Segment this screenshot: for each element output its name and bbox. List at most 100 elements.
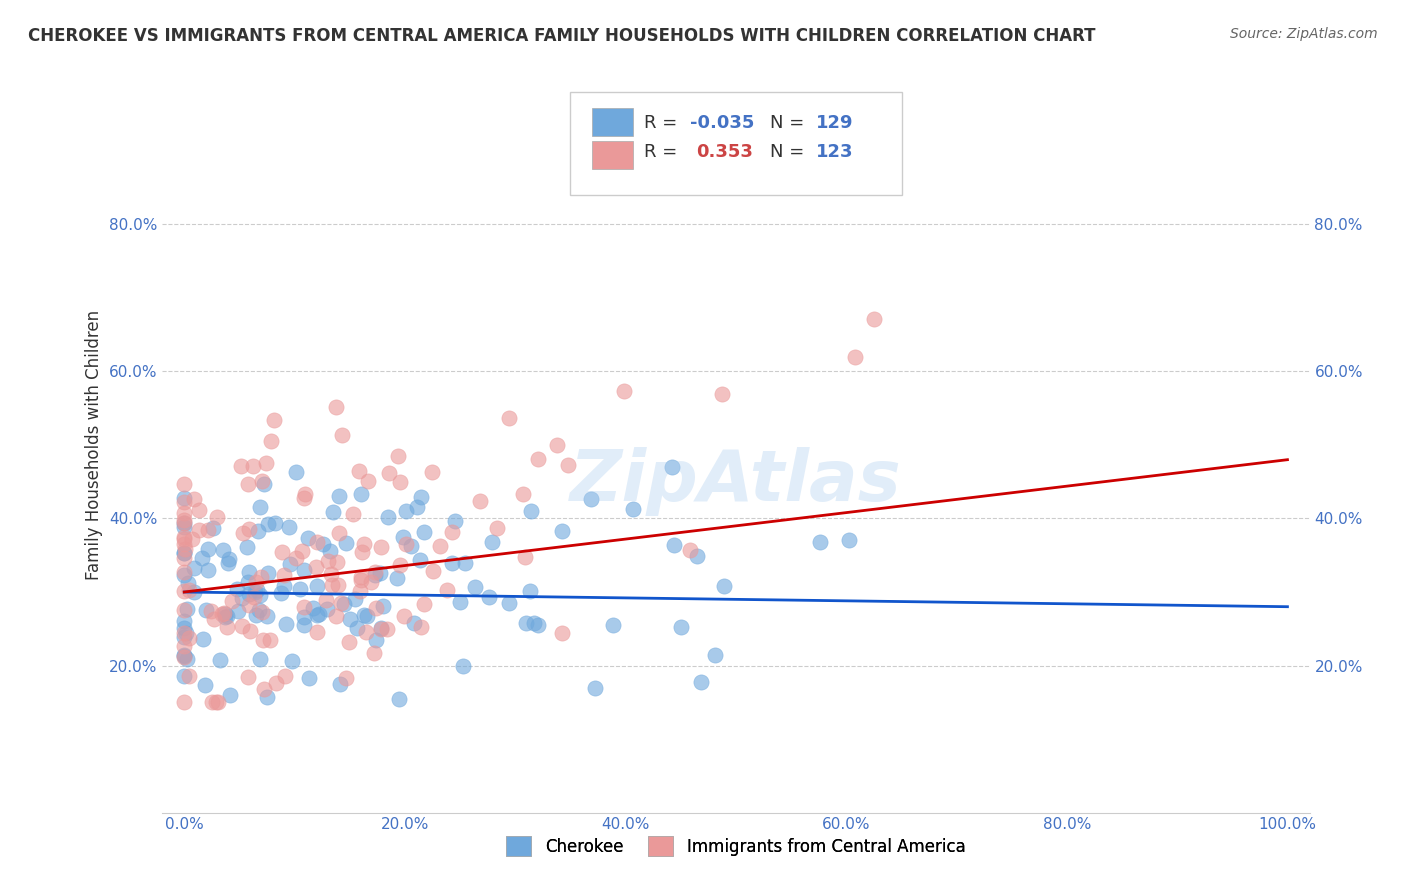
- Cherokee: [409, 553, 432, 567]
- Immigrants from Central America: [370, 541, 392, 555]
- Immigrants from Central America: [679, 543, 702, 558]
- Text: 129: 129: [815, 114, 853, 132]
- Immigrants from Central America: [330, 596, 353, 610]
- Cherokee: [520, 504, 543, 518]
- Cherokee: [370, 566, 392, 581]
- Cherokee: [281, 654, 304, 668]
- Cherokee: [274, 617, 297, 632]
- Cherokee: [247, 603, 270, 617]
- Immigrants from Central America: [551, 626, 574, 640]
- Cherokee: [218, 551, 240, 566]
- Immigrants from Central America: [173, 516, 195, 530]
- Cherokee: [356, 609, 378, 624]
- Cherokee: [195, 603, 218, 617]
- Immigrants from Central America: [250, 605, 273, 619]
- Cherokee: [481, 535, 503, 549]
- Immigrants from Central America: [388, 558, 411, 573]
- Cherokee: [312, 537, 335, 551]
- Immigrants from Central America: [349, 573, 371, 587]
- Immigrants from Central America: [243, 591, 266, 605]
- Immigrants from Central America: [441, 525, 464, 540]
- Immigrants from Central America: [305, 559, 328, 574]
- Cherokee: [298, 671, 321, 685]
- Cherokee: [249, 652, 271, 666]
- Immigrants from Central America: [357, 474, 380, 488]
- Immigrants from Central America: [294, 487, 316, 501]
- Immigrants from Central America: [392, 609, 415, 624]
- Immigrants from Central America: [250, 570, 273, 584]
- Immigrants from Central America: [330, 428, 353, 442]
- Immigrants from Central America: [498, 411, 520, 425]
- Immigrants from Central America: [363, 646, 385, 660]
- Cherokee: [409, 490, 432, 504]
- Cherokee: [364, 568, 387, 582]
- Immigrants from Central America: [236, 477, 259, 491]
- Cherokee: [217, 556, 239, 570]
- Text: N =: N =: [770, 144, 810, 161]
- Text: R =: R =: [644, 114, 683, 132]
- Immigrants from Central America: [173, 583, 195, 598]
- Cherokee: [277, 520, 299, 534]
- Cherokee: [344, 591, 367, 606]
- Cherokee: [238, 587, 260, 601]
- Cherokee: [579, 492, 602, 507]
- Cherokee: [278, 557, 301, 571]
- Cherokee: [219, 689, 242, 703]
- Cherokee: [176, 602, 198, 616]
- Cherokee: [173, 546, 195, 560]
- Immigrants from Central America: [411, 620, 433, 634]
- Immigrants from Central America: [354, 625, 377, 640]
- Cherokee: [388, 692, 411, 706]
- Cherokee: [449, 594, 471, 608]
- Immigrants from Central America: [486, 521, 509, 535]
- Cherokee: [703, 648, 725, 663]
- Immigrants from Central America: [429, 540, 451, 554]
- Immigrants from Central America: [350, 569, 373, 583]
- Cherokee: [527, 618, 550, 632]
- Immigrants from Central America: [273, 568, 295, 582]
- Immigrants from Central America: [326, 555, 349, 569]
- Immigrants from Central America: [173, 477, 195, 491]
- Cherokee: [292, 617, 315, 632]
- Cherokee: [177, 575, 200, 590]
- Immigrants from Central America: [183, 491, 205, 506]
- Immigrants from Central America: [328, 525, 350, 540]
- Immigrants from Central America: [305, 534, 328, 549]
- Immigrants from Central America: [546, 438, 568, 452]
- Cherokee: [329, 677, 352, 691]
- Immigrants from Central America: [197, 524, 219, 538]
- Cherokee: [249, 500, 271, 515]
- Immigrants from Central America: [360, 574, 382, 589]
- Cherokee: [173, 567, 195, 582]
- Cherokee: [173, 621, 195, 635]
- Cherokee: [307, 579, 329, 593]
- Cherokee: [316, 601, 339, 615]
- Immigrants from Central America: [205, 695, 228, 709]
- Cherokee: [238, 574, 260, 589]
- Immigrants from Central America: [307, 625, 329, 640]
- Cherokee: [353, 607, 375, 622]
- Cherokee: [602, 618, 624, 632]
- Cherokee: [453, 658, 475, 673]
- Immigrants from Central America: [274, 669, 297, 683]
- Cherokee: [173, 630, 195, 644]
- Immigrants from Central America: [347, 464, 370, 478]
- Immigrants from Central America: [231, 619, 253, 633]
- Immigrants from Central America: [201, 695, 224, 709]
- Cherokee: [176, 651, 198, 665]
- Immigrants from Central America: [342, 507, 364, 521]
- Immigrants from Central America: [259, 633, 281, 648]
- Cherokee: [515, 615, 537, 630]
- Text: CHEROKEE VS IMMIGRANTS FROM CENTRAL AMERICA FAMILY HOUSEHOLDS WITH CHILDREN CORR: CHEROKEE VS IMMIGRANTS FROM CENTRAL AMER…: [28, 27, 1095, 45]
- Cherokee: [333, 598, 356, 612]
- Immigrants from Central America: [284, 551, 307, 566]
- Cherokee: [284, 465, 307, 479]
- Cherokee: [370, 621, 392, 635]
- Immigrants from Central America: [173, 626, 195, 640]
- Cherokee: [173, 669, 195, 683]
- Cherokee: [173, 547, 195, 561]
- Cherokee: [174, 625, 197, 640]
- Immigrants from Central America: [394, 537, 416, 551]
- Immigrants from Central America: [173, 565, 195, 579]
- Cherokee: [690, 674, 713, 689]
